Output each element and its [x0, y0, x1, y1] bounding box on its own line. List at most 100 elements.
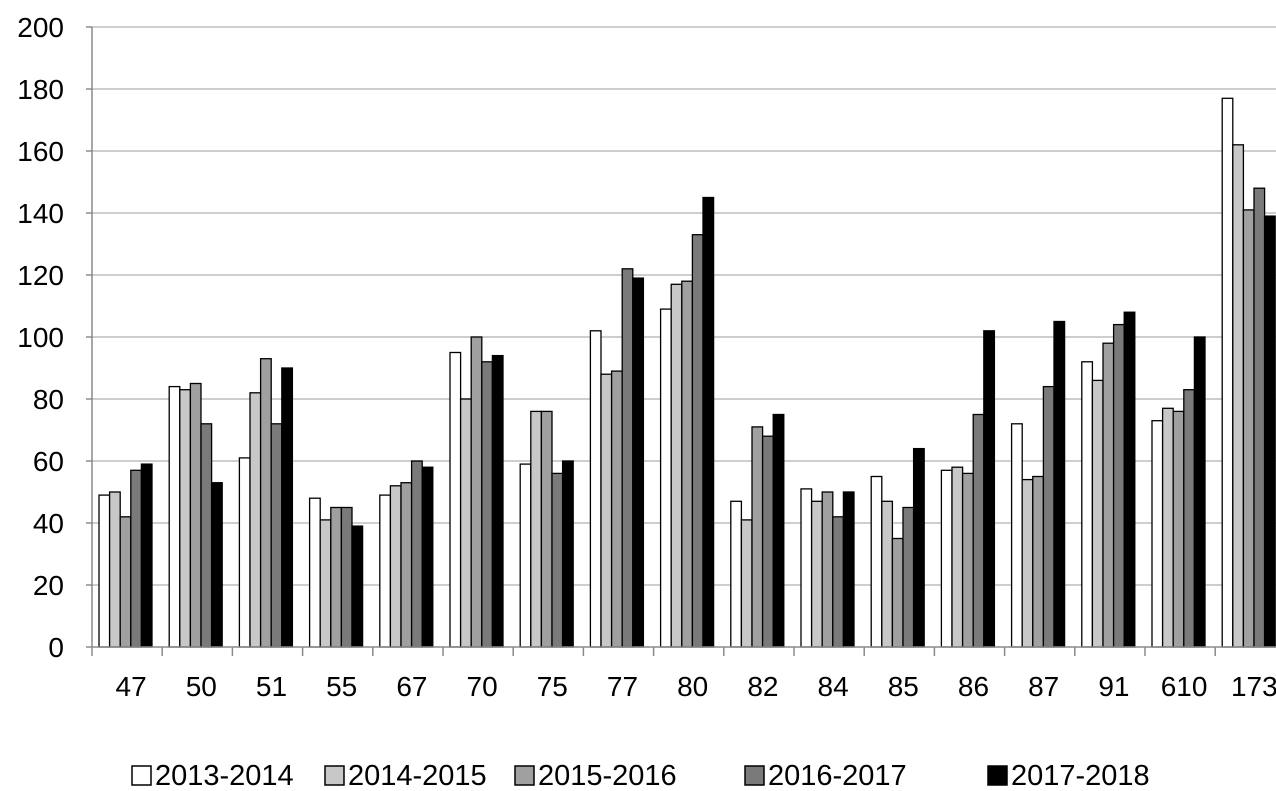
legend-swatch: [514, 765, 535, 786]
bar-2015-2016-82: [751, 426, 764, 648]
bar-2013-2014-50: [168, 385, 181, 648]
bar-2013-2014-85: [870, 475, 883, 648]
bar-2014-2015-50: [179, 389, 192, 648]
x-axis-tick-labels: 47 50 51 55 67 70 75 77 80 82 84 85 86 87 91 610 173: [116, 671, 1276, 702]
legend-swatch: [744, 765, 765, 786]
bar-2014-2015-55: [319, 519, 332, 648]
legend-label: 2016-2017: [768, 760, 907, 791]
bar-2015-2016-173: [1242, 209, 1255, 648]
bar-2013-2014-70: [449, 351, 462, 648]
bar-2016-2017-86: [972, 413, 985, 648]
x-tick-label: 67: [396, 671, 427, 702]
bar-2015-2016-84: [821, 491, 834, 648]
bar-2017-2018-75: [561, 460, 574, 648]
bar-2015-2016-80: [681, 280, 694, 648]
bar-2013-2014-173: [1221, 97, 1234, 648]
bar-2014-2015-51: [249, 392, 262, 648]
bar-2017-2018-86: [983, 330, 996, 648]
bar-2017-2018-47: [140, 463, 153, 648]
bar-2014-2015-84: [810, 500, 823, 648]
bar-2017-2018-70: [491, 354, 504, 648]
bar-2016-2017-51: [270, 423, 283, 648]
bar-2015-2016-77: [610, 370, 623, 648]
bar-2013-2014-75: [519, 463, 532, 648]
bar-2014-2015-70: [459, 398, 472, 648]
x-tick-label: 610: [1161, 671, 1208, 702]
legend: 2013-2014 2014-2015 2015-2016 2016-2017 2017…: [131, 760, 1150, 791]
x-tick-label: 84: [818, 671, 849, 702]
bar-2013-2014-610: [1151, 420, 1164, 648]
legend-swatch: [324, 765, 345, 786]
bar-2014-2015-47: [108, 491, 121, 648]
x-tick-label: 85: [888, 671, 919, 702]
y-tick-label: 100: [17, 322, 64, 353]
bar-2016-2017-70: [481, 361, 494, 648]
bar-2017-2018-87: [1053, 320, 1066, 648]
x-tick-label: 55: [326, 671, 357, 702]
bar-2015-2016-55: [330, 506, 343, 648]
y-tick-label: 120: [17, 260, 64, 291]
bar-2016-2017-67: [410, 460, 423, 648]
bar-2014-2015-173: [1232, 144, 1245, 648]
x-tick-label: 51: [256, 671, 287, 702]
bar-2014-2015-75: [530, 410, 543, 648]
x-tick-label: 75: [537, 671, 568, 702]
x-tick-label: 86: [958, 671, 989, 702]
bar-2015-2016-86: [961, 472, 974, 648]
bar-2017-2018-85: [912, 447, 925, 648]
y-tick-label: 200: [17, 12, 64, 43]
y-tick-label: 180: [17, 74, 64, 105]
bar-2013-2014-67: [379, 494, 392, 648]
bar-2016-2017-82: [761, 435, 774, 648]
bar-2014-2015-85: [881, 500, 894, 648]
bar-2014-2015-77: [600, 373, 613, 648]
bars: [98, 97, 1276, 648]
legend-swatch: [131, 765, 152, 786]
bar-2013-2014-80: [659, 308, 672, 648]
x-tick-label: 80: [677, 671, 708, 702]
bar-2014-2015-86: [951, 466, 964, 648]
y-tick-label: 80: [33, 384, 64, 415]
bar-2016-2017-173: [1253, 187, 1266, 648]
bar-2016-2017-50: [200, 423, 213, 648]
bar-2017-2018-173: [1263, 215, 1276, 648]
x-tick-label: 70: [467, 671, 498, 702]
bar-2016-2017-87: [1042, 385, 1055, 648]
bar-2015-2016-67: [400, 482, 413, 648]
bar-2014-2015-80: [670, 283, 683, 648]
x-tick-label: 91: [1098, 671, 1129, 702]
y-tick-label: 0: [48, 632, 64, 663]
bar-2017-2018-50: [210, 482, 223, 648]
bar-2014-2015-87: [1021, 478, 1034, 648]
bar-2013-2014-51: [238, 457, 251, 648]
bar-2016-2017-84: [832, 516, 845, 648]
bar-2013-2014-86: [940, 469, 953, 648]
bar-2013-2014-84: [800, 488, 813, 648]
bar-2014-2015-82: [740, 519, 753, 648]
x-tick-label: 77: [607, 671, 638, 702]
y-tick-label: 160: [17, 136, 64, 167]
bar-2015-2016-75: [540, 410, 553, 648]
bar-2015-2016-85: [891, 537, 904, 648]
bar-2017-2018-84: [842, 491, 855, 648]
bar-2015-2016-91: [1102, 342, 1115, 648]
legend-label: 2017-2018: [1011, 760, 1150, 791]
bar-2016-2017-80: [691, 234, 704, 648]
bar-2013-2014-55: [308, 497, 321, 648]
bar-2013-2014-77: [589, 330, 602, 648]
legend-label: 2015-2016: [538, 760, 677, 791]
bar-2017-2018-67: [421, 466, 434, 648]
y-tick-label: 60: [33, 446, 64, 477]
bar-2017-2018-82: [772, 413, 785, 648]
bar-2015-2016-51: [259, 358, 272, 648]
y-tick-label: 40: [33, 508, 64, 539]
x-tick-label: 173: [1231, 671, 1276, 702]
bar-2016-2017-75: [551, 472, 564, 648]
bar-2017-2018-55: [351, 525, 364, 648]
bar-2017-2018-91: [1123, 311, 1136, 648]
bar-2016-2017-610: [1183, 389, 1196, 648]
legend-label: 2014-2015: [348, 760, 487, 791]
bar-2016-2017-77: [621, 268, 634, 648]
bar-2015-2016-47: [119, 516, 132, 648]
